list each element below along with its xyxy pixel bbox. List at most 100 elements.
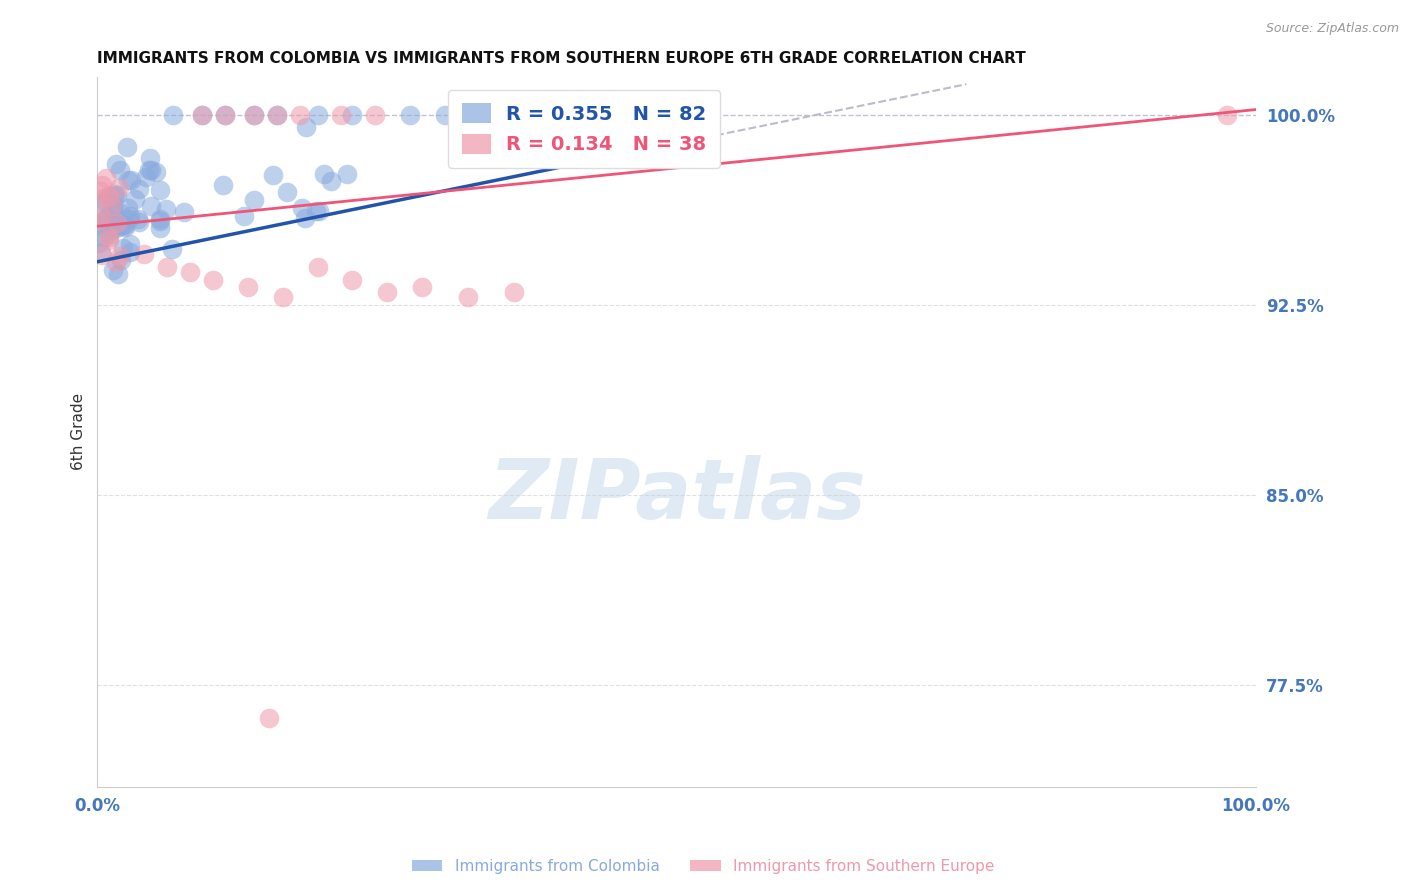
Text: ZIPatlas: ZIPatlas	[488, 455, 866, 536]
Point	[585, 107, 607, 121]
Point	[242, 107, 264, 121]
Point	[190, 107, 212, 121]
Point	[257, 711, 280, 725]
Point	[117, 172, 139, 186]
Point	[145, 165, 167, 179]
Point	[104, 157, 127, 171]
Point	[433, 107, 456, 121]
Point	[89, 184, 111, 198]
Point	[214, 107, 236, 121]
Point	[89, 214, 111, 228]
Point	[91, 191, 114, 205]
Point	[342, 107, 364, 121]
Point	[214, 107, 236, 121]
Point	[115, 140, 138, 154]
Legend: R = 0.355   N = 82, R = 0.134   N = 38: R = 0.355 N = 82, R = 0.134 N = 38	[449, 90, 720, 168]
Point	[118, 212, 141, 227]
Point	[124, 193, 146, 207]
Point	[295, 120, 318, 135]
Point	[118, 237, 141, 252]
Point	[266, 107, 288, 121]
Point	[307, 107, 329, 121]
Point	[294, 211, 316, 226]
Point	[120, 210, 142, 224]
Point	[148, 221, 170, 235]
Point	[89, 236, 111, 251]
Point	[190, 107, 212, 121]
Point	[103, 199, 125, 213]
Point	[179, 265, 201, 279]
Legend: Immigrants from Colombia, Immigrants from Southern Europe: Immigrants from Colombia, Immigrants fro…	[406, 853, 1000, 880]
Point	[399, 107, 422, 121]
Point	[162, 107, 184, 121]
Point	[141, 199, 163, 213]
Text: Source: ZipAtlas.com: Source: ZipAtlas.com	[1265, 22, 1399, 36]
Point	[89, 218, 111, 232]
Point	[242, 193, 264, 207]
Point	[91, 248, 114, 262]
Point	[110, 252, 132, 267]
Point	[375, 285, 398, 300]
Point	[503, 285, 526, 300]
Point	[97, 189, 120, 203]
Point	[135, 169, 157, 184]
Point	[329, 107, 352, 121]
Point	[90, 209, 112, 223]
Point	[90, 245, 112, 260]
Point	[90, 178, 112, 193]
Point	[96, 211, 118, 226]
Point	[120, 173, 142, 187]
Point	[108, 163, 131, 178]
Point	[1216, 107, 1239, 121]
Point	[98, 215, 121, 229]
Point	[139, 151, 162, 165]
Point	[173, 205, 195, 219]
Y-axis label: 6th Grade: 6th Grade	[72, 393, 86, 470]
Point	[128, 215, 150, 229]
Point	[127, 211, 149, 226]
Point	[312, 167, 335, 181]
Point	[98, 227, 121, 241]
Point	[233, 209, 256, 223]
Point	[105, 188, 128, 202]
Point	[91, 196, 114, 211]
Point	[242, 107, 264, 121]
Point	[94, 211, 117, 225]
Point	[117, 202, 139, 216]
Point	[111, 241, 134, 255]
Point	[98, 220, 121, 235]
Point	[308, 204, 330, 219]
Point	[149, 214, 172, 228]
Point	[526, 107, 548, 121]
Point	[211, 178, 233, 192]
Point	[105, 220, 128, 235]
Point	[262, 168, 284, 182]
Text: IMMIGRANTS FROM COLOMBIA VS IMMIGRANTS FROM SOUTHERN EUROPE 6TH GRADE CORRELATIO: IMMIGRANTS FROM COLOMBIA VS IMMIGRANTS F…	[97, 51, 1026, 66]
Point	[105, 216, 128, 230]
Point	[132, 247, 155, 261]
Point	[266, 107, 288, 121]
Point	[97, 233, 120, 247]
Point	[307, 260, 329, 274]
Point	[101, 202, 124, 216]
Point	[103, 206, 125, 220]
Point	[93, 229, 115, 244]
Point	[103, 263, 125, 277]
Point	[271, 290, 294, 304]
Point	[149, 183, 172, 197]
Point	[96, 213, 118, 227]
Point	[114, 219, 136, 234]
Point	[120, 245, 142, 260]
Point	[103, 186, 125, 201]
Point	[128, 182, 150, 196]
Point	[112, 218, 135, 232]
Point	[411, 280, 433, 294]
Point	[155, 202, 177, 216]
Point	[138, 163, 160, 178]
Point	[457, 290, 479, 304]
Point	[108, 181, 131, 195]
Point	[276, 186, 298, 200]
Point	[107, 267, 129, 281]
Point	[104, 188, 127, 202]
Point	[149, 211, 172, 226]
